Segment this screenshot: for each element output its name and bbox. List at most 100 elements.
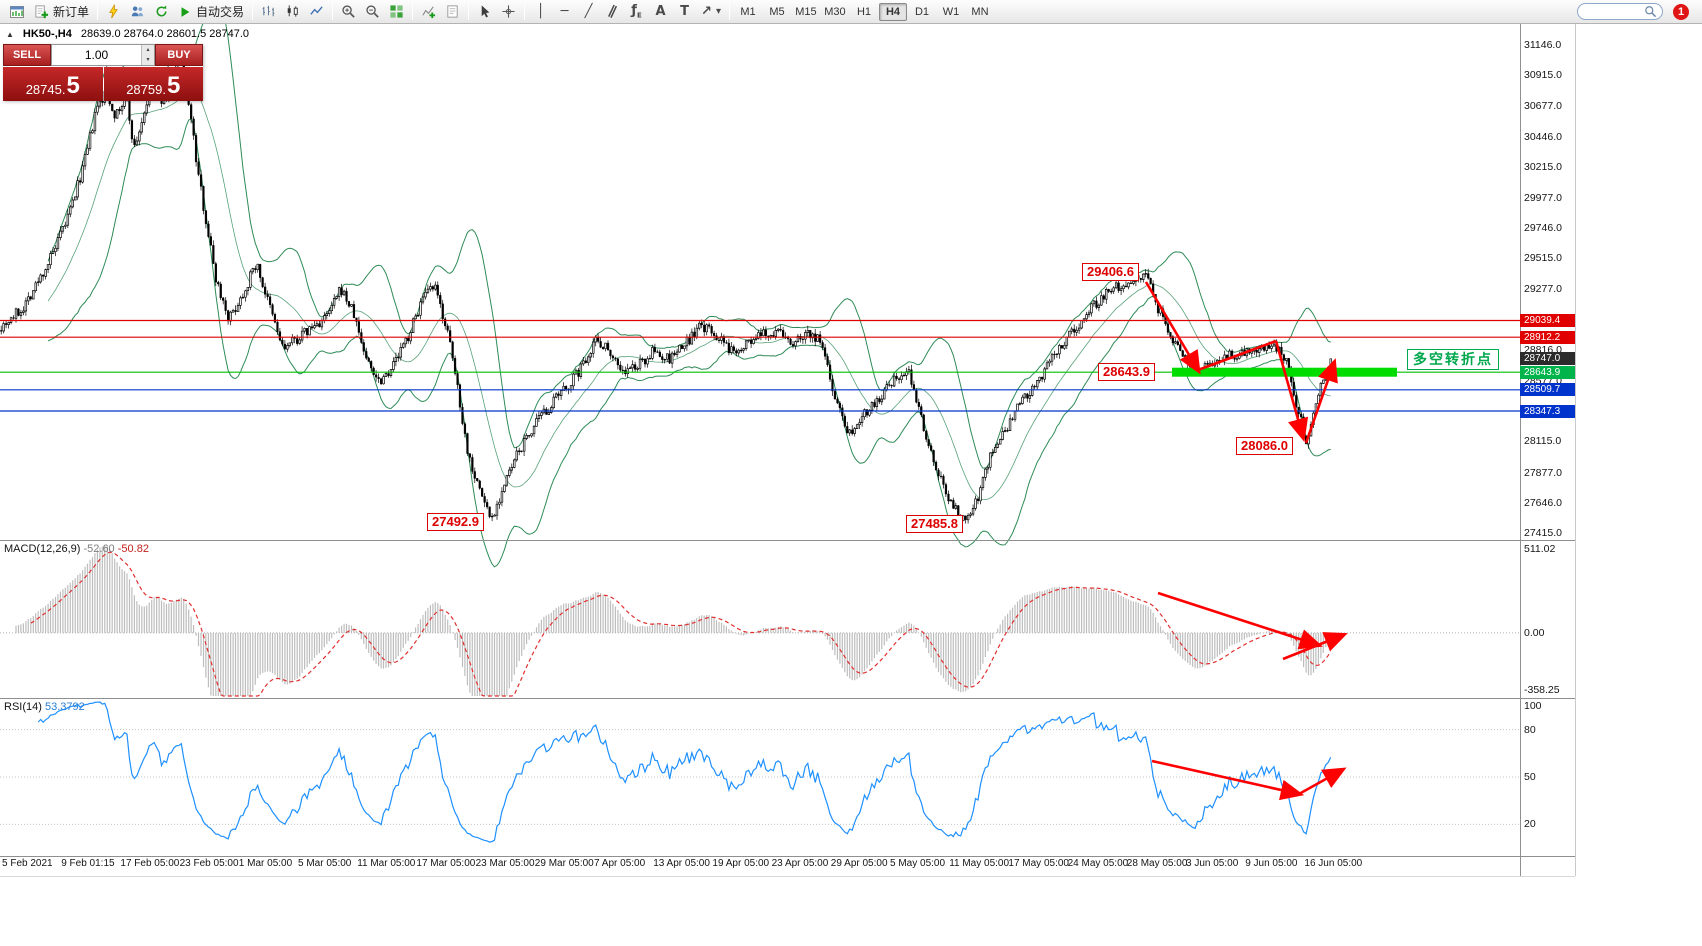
zoom-out-button[interactable] — [361, 2, 384, 22]
lot-increase-button[interactable]: ▴ — [142, 45, 154, 55]
autotrading-button[interactable]: 自动交易 — [174, 2, 248, 22]
trendline-button[interactable]: ╱ — [577, 2, 600, 22]
price-tick: 29515.0 — [1524, 252, 1562, 265]
new-chart-button[interactable] — [5, 2, 29, 22]
price-annotation[interactable]: 28086.0 — [1236, 437, 1293, 455]
price-annotation[interactable]: 27492.9 — [427, 513, 484, 531]
indicators-icon — [422, 6, 436, 19]
timeframe-H1[interactable]: H1 — [850, 3, 878, 21]
timeframe-MN[interactable]: MN — [966, 3, 994, 21]
price-badge: 28643.9 — [1520, 365, 1575, 379]
horizontal-line-icon: ─ — [560, 4, 569, 19]
one-click-collapse-toggle[interactable]: ▲ — [6, 29, 14, 39]
toolbar-separator — [468, 3, 470, 20]
autotrading-label: 自动交易 — [196, 5, 245, 19]
macd-panel-splitter[interactable] — [0, 540, 1575, 541]
price-tick: 29977.0 — [1524, 191, 1562, 204]
timeframe-M5[interactable]: M5 — [763, 3, 791, 21]
price-tick: 27646.0 — [1524, 496, 1562, 509]
rsi-label: RSI(14) 53.3792 — [4, 701, 85, 713]
buy-price-main: 28759. — [126, 82, 166, 97]
text-icon: A — [655, 4, 666, 19]
candlestick-chart-button[interactable] — [281, 2, 304, 22]
timeframe-W1[interactable]: W1 — [937, 3, 965, 21]
horizontal-line-button[interactable]: ─ — [553, 2, 576, 22]
lot-size-field[interactable]: 1.00 ▴ ▾ — [51, 44, 155, 66]
buy-price-big-digit: 5 — [166, 72, 181, 99]
symbol-info: ▲ HK50-,H4 28639.0 28764.0 28601.5 28747… — [6, 28, 249, 40]
toolbar-separator — [97, 3, 99, 20]
zoom-in-icon — [342, 5, 355, 18]
refresh-icon — [156, 5, 167, 17]
macd-label: MACD(12,26,9) -52.60 -50.82 — [4, 543, 149, 555]
one-click-trading-panel: SELL 1.00 ▴ ▾ BUY 28745. 5 28759. 5 — [3, 44, 203, 101]
crosshair-button[interactable] — [497, 2, 520, 22]
line-chart-button[interactable] — [305, 2, 328, 22]
time-label: 9 Jun 05:00 — [1245, 858, 1298, 869]
time-label: 24 May 05:00 — [1067, 858, 1129, 869]
rsi-panel-splitter[interactable] — [0, 698, 1575, 699]
time-label: 5 May 05:00 — [890, 858, 946, 869]
text-button[interactable]: A — [649, 2, 672, 22]
cursor-button[interactable] — [473, 2, 496, 22]
time-label: 13 Apr 05:00 — [653, 858, 710, 869]
timeframe-M15[interactable]: M15 — [792, 3, 820, 21]
macd-name: MACD(12,26,9) — [4, 543, 81, 555]
time-label: 17 May 05:00 — [1008, 858, 1069, 869]
turning-point-label[interactable]: 多空转折点 — [1407, 349, 1499, 370]
vertical-line-button[interactable]: │ — [529, 2, 552, 22]
expert-advisors-button[interactable] — [102, 2, 125, 22]
tile-windows-button[interactable] — [385, 2, 408, 22]
lot-decrease-button[interactable]: ▾ — [142, 55, 154, 65]
sell-price[interactable]: 28745. 5 — [3, 67, 103, 101]
bar-chart-button[interactable] — [257, 2, 280, 22]
timeframe-H4[interactable]: H4 — [878, 2, 907, 21]
arrows-tool-button[interactable]: ↗ ▾ — [697, 2, 725, 22]
lot-size-value: 1.00 — [84, 48, 109, 62]
line-chart-icon — [310, 6, 323, 15]
trendline-icon: ╱ — [584, 4, 593, 19]
buy-button[interactable]: BUY — [155, 44, 203, 66]
zoom-in-button[interactable] — [337, 2, 360, 22]
rsi-axis-label: 20 — [1524, 818, 1536, 831]
timeframe-M30[interactable]: M30 — [821, 3, 849, 21]
search-icon — [1645, 6, 1657, 18]
timeframe-M1[interactable]: M1 — [734, 3, 762, 21]
templates-button[interactable] — [441, 2, 464, 22]
buy-price[interactable]: 28759. 5 — [103, 67, 203, 101]
main-toolbar: 新订单 自动交易 — [0, 0, 1702, 24]
macd-main-value: -52.60 — [83, 543, 115, 555]
time-label: 11 Mar 05:00 — [357, 858, 416, 869]
time-label: 17 Feb 05:00 — [120, 858, 180, 869]
time-label: 5 Mar 05:00 — [298, 858, 352, 869]
new-order-button[interactable]: 新订单 — [30, 2, 93, 22]
timeframe-D1[interactable]: D1 — [908, 3, 936, 21]
bar-chart-icon — [262, 5, 275, 17]
fibonacci-button[interactable]: ƒE — [625, 2, 648, 22]
price-annotation[interactable]: 27485.8 — [906, 515, 963, 533]
time-label: 23 Apr 05:00 — [771, 858, 829, 869]
autotrading-play-icon — [181, 6, 190, 17]
sell-button[interactable]: SELL — [3, 44, 51, 66]
label-button[interactable]: T — [673, 2, 696, 22]
price-annotation[interactable]: 28643.9 — [1098, 363, 1155, 381]
symbol-title: HK50-,H4 — [22, 28, 72, 40]
search-input[interactable] — [1583, 5, 1642, 18]
refresh-button[interactable] — [150, 2, 173, 22]
time-label: 19 Apr 05:00 — [712, 858, 770, 869]
time-label: 28 May 05:00 — [1126, 858, 1188, 869]
time-label: 23 Feb 05:00 — [179, 858, 239, 869]
notification-badge[interactable]: 1 — [1673, 3, 1689, 20]
accounts-button[interactable] — [126, 2, 149, 22]
channel-button[interactable]: ∥ — [601, 2, 624, 22]
price-annotation[interactable]: 29406.6 — [1082, 263, 1139, 281]
arrow-tool-icon: ↗ — [701, 4, 712, 19]
indicators-button[interactable] — [417, 2, 440, 22]
rsi-axis-label: 100 — [1524, 700, 1542, 712]
symbol-ohlc: 28639.0 28764.0 28601.5 28747.0 — [80, 28, 250, 40]
lightning-icon — [109, 4, 118, 19]
rsi-value: 53.3792 — [44, 701, 85, 713]
sell-price-big-digit: 5 — [66, 72, 80, 99]
price-badge: 28509.7 — [1520, 383, 1575, 397]
